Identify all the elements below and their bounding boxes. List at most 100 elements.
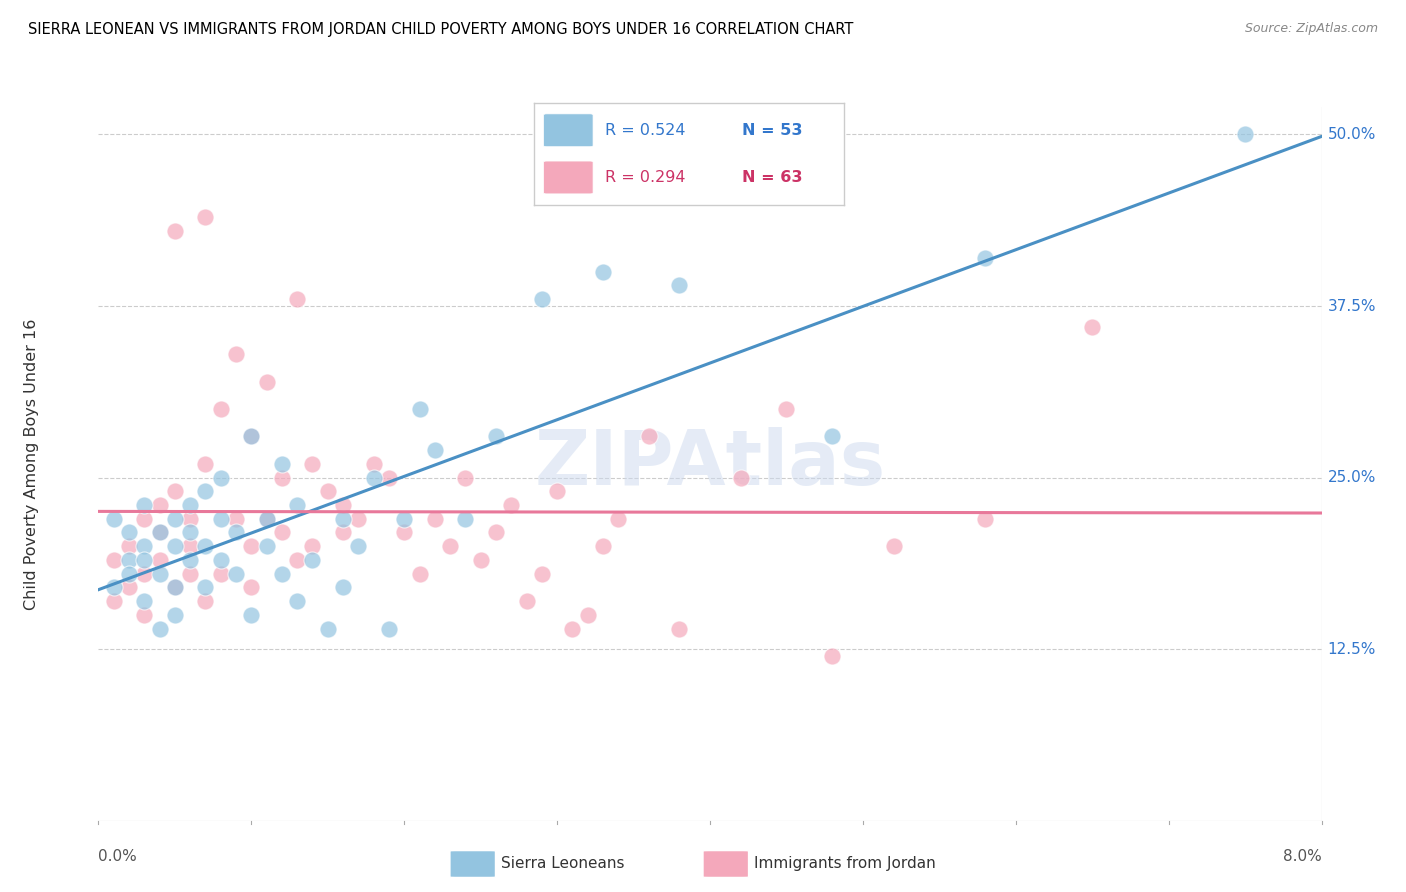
Text: R = 0.294: R = 0.294 (606, 170, 686, 185)
Point (423, 512, 446, 526)
Text: 25.0%: 25.0% (1327, 470, 1376, 485)
Point (546, 484, 568, 499)
Text: 0.0%: 0.0% (98, 849, 138, 864)
FancyBboxPatch shape (544, 114, 593, 146)
Point (179, 539, 201, 553)
Point (470, 553, 492, 567)
Point (668, 278, 690, 293)
Point (347, 539, 370, 553)
Point (974, 512, 997, 526)
Point (134, 566, 156, 581)
Point (347, 512, 370, 526)
Point (439, 539, 461, 553)
Point (240, 539, 263, 553)
Point (240, 580, 263, 594)
Point (408, 566, 430, 581)
Text: Source: ZipAtlas.com: Source: ZipAtlas.com (1244, 22, 1378, 36)
Point (163, 539, 186, 553)
Point (179, 512, 201, 526)
Text: 50.0%: 50.0% (1327, 127, 1376, 142)
Point (209, 470, 232, 484)
Point (163, 607, 186, 622)
Point (285, 594, 308, 608)
Point (775, 401, 797, 416)
Text: Immigrants from Jordan: Immigrants from Jordan (754, 855, 935, 871)
Text: 8.0%: 8.0% (1282, 849, 1322, 864)
Point (149, 553, 172, 567)
Point (668, 622, 690, 636)
Point (883, 539, 905, 553)
Point (485, 525, 508, 540)
Text: Child Poverty Among Boys Under 16: Child Poverty Among Boys Under 16 (24, 318, 38, 609)
Point (363, 470, 385, 484)
Text: N = 53: N = 53 (741, 123, 801, 137)
Point (134, 607, 156, 622)
Point (423, 443, 446, 458)
Point (194, 539, 217, 553)
Point (209, 401, 232, 416)
Point (256, 512, 278, 526)
Point (163, 484, 186, 499)
Point (179, 525, 201, 540)
Point (392, 512, 416, 526)
Point (576, 607, 599, 622)
Point (592, 265, 614, 279)
Point (103, 553, 125, 567)
Point (149, 622, 172, 636)
Point (209, 553, 232, 567)
Point (270, 566, 294, 581)
Text: Sierra Leoneans: Sierra Leoneans (501, 855, 624, 871)
Point (240, 429, 263, 443)
Point (530, 292, 553, 306)
Point (149, 498, 172, 512)
Point (149, 525, 172, 540)
Point (1081, 319, 1104, 334)
Point (179, 566, 201, 581)
Point (103, 594, 125, 608)
Point (134, 498, 156, 512)
Point (301, 539, 323, 553)
Point (118, 580, 141, 594)
Point (270, 457, 294, 471)
Point (225, 512, 247, 526)
Point (316, 484, 339, 499)
Point (118, 539, 141, 553)
Text: N = 63: N = 63 (741, 170, 801, 185)
Point (225, 347, 247, 361)
Point (194, 580, 217, 594)
Text: SIERRA LEONEAN VS IMMIGRANTS FROM JORDAN CHILD POVERTY AMONG BOYS UNDER 16 CORRE: SIERRA LEONEAN VS IMMIGRANTS FROM JORDAN… (28, 22, 853, 37)
FancyBboxPatch shape (544, 161, 593, 194)
Point (332, 498, 354, 512)
Point (134, 553, 156, 567)
Point (332, 525, 354, 540)
Point (163, 580, 186, 594)
Point (163, 223, 186, 237)
Point (256, 375, 278, 389)
Point (134, 594, 156, 608)
Point (194, 594, 217, 608)
Point (332, 512, 354, 526)
Text: 12.5%: 12.5% (1327, 641, 1376, 657)
Point (485, 429, 508, 443)
Point (134, 512, 156, 526)
Point (301, 457, 323, 471)
Point (179, 498, 201, 512)
Point (607, 512, 630, 526)
Text: 37.5%: 37.5% (1327, 299, 1376, 313)
Point (821, 648, 844, 663)
Point (118, 566, 141, 581)
Point (1234, 128, 1257, 142)
Point (301, 553, 323, 567)
Point (637, 429, 661, 443)
Point (561, 622, 583, 636)
Point (240, 429, 263, 443)
Point (194, 210, 217, 224)
Point (270, 470, 294, 484)
Point (821, 429, 844, 443)
Point (256, 512, 278, 526)
Text: R = 0.524: R = 0.524 (606, 123, 686, 137)
Point (163, 512, 186, 526)
Point (378, 622, 401, 636)
Point (332, 580, 354, 594)
Point (378, 470, 401, 484)
